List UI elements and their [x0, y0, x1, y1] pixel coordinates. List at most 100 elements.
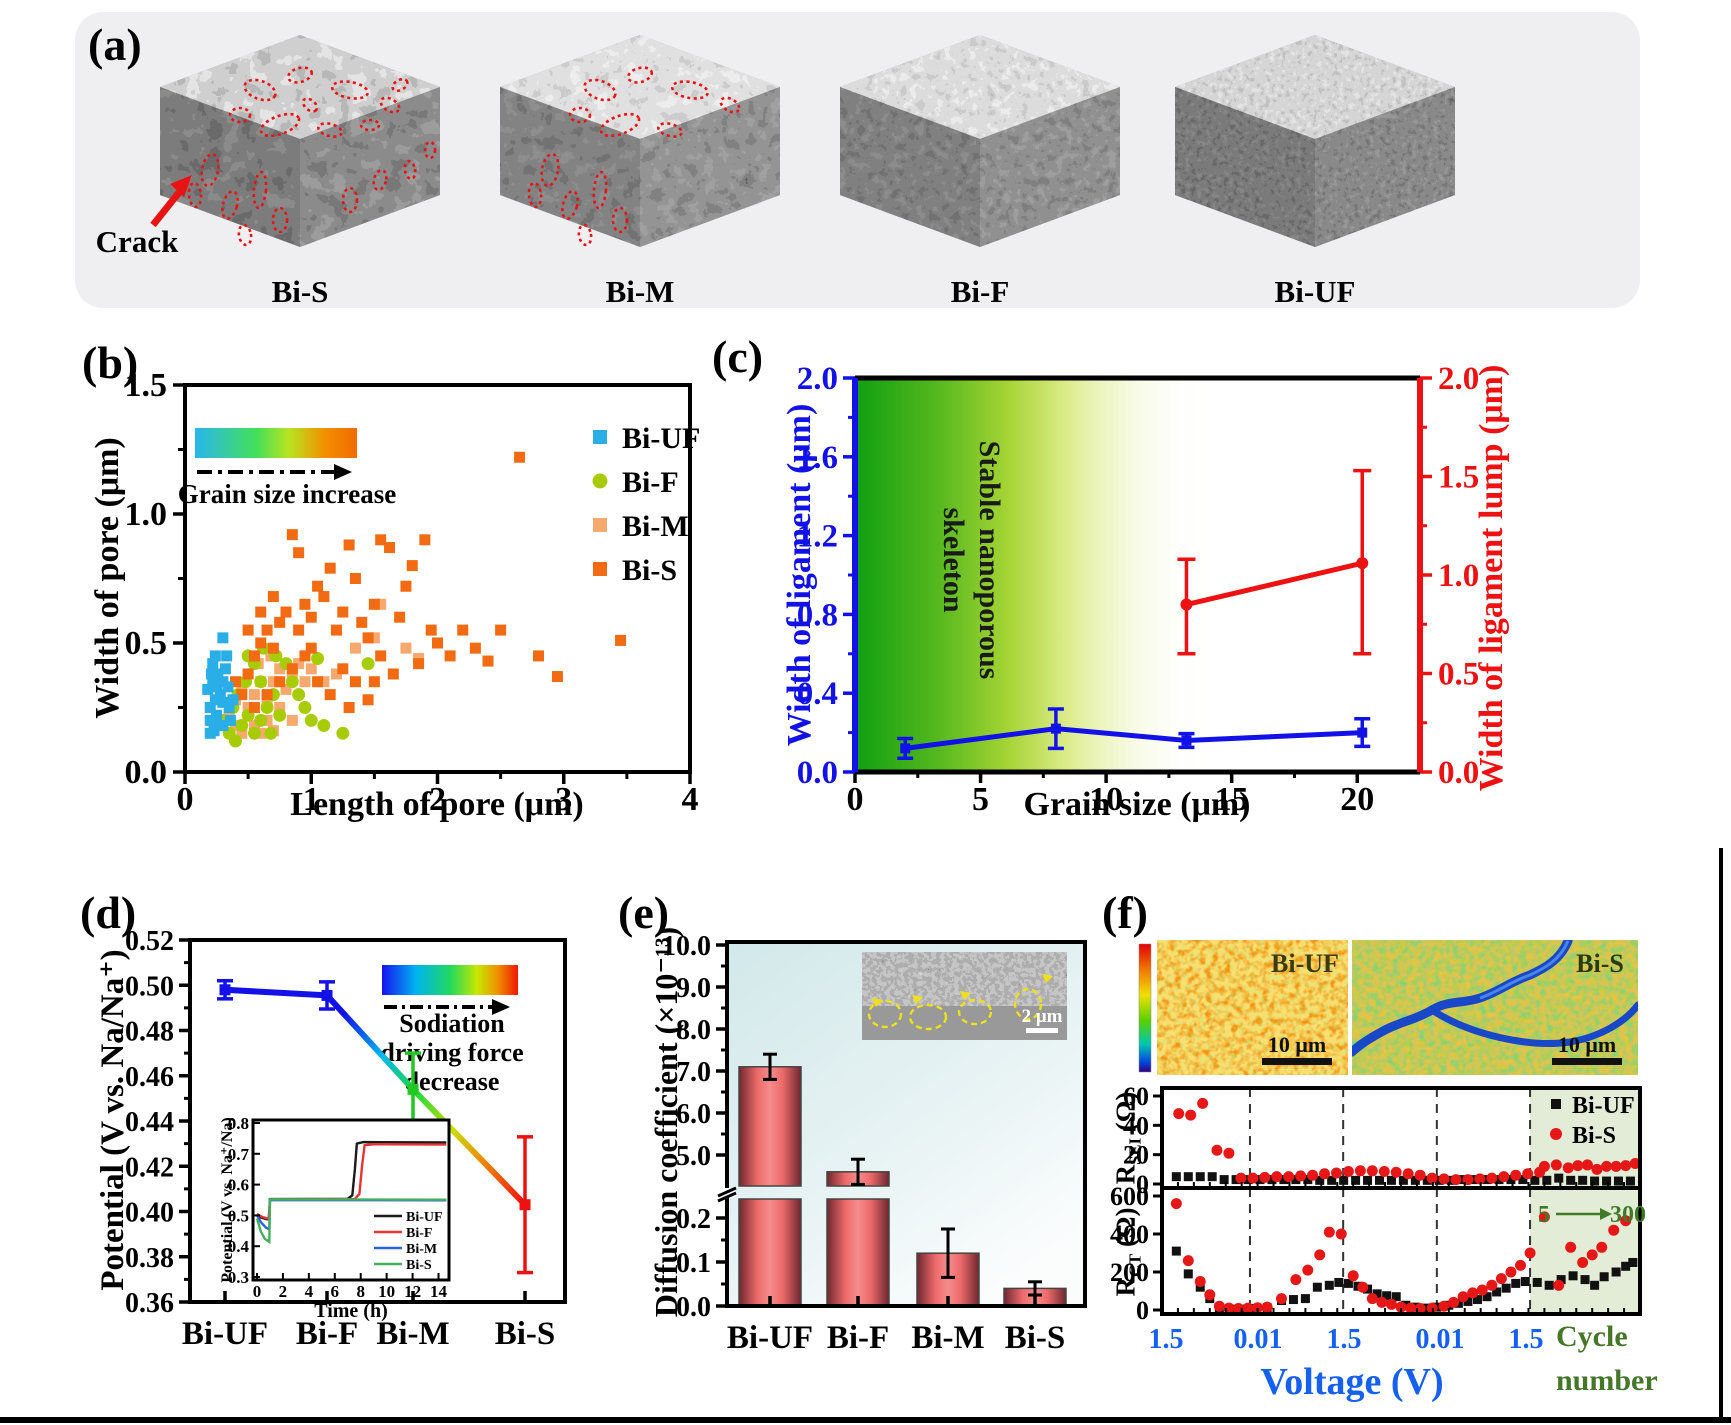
arrow-icon [960, 991, 971, 1000]
svg-text:0: 0 [847, 781, 864, 818]
crack-outline [540, 152, 560, 188]
panel-d-label: (d) [80, 887, 137, 938]
panel-e-ylabel: Diffusion coefficient (×10⁻¹³) [648, 926, 684, 1318]
svg-text:1: 1 [303, 781, 320, 818]
svg-text:Bi-M: Bi-M [622, 510, 689, 543]
crack-trace [1013, 987, 1043, 1021]
panel-a-label: (a) [88, 19, 142, 70]
rct-plot: 0 200 400 600 [1110, 1182, 1642, 1325]
svg-text:0.5: 0.5 [125, 625, 168, 662]
potential-line [224, 986, 528, 1207]
series-Bi-S [230, 451, 627, 713]
svg-text:0.3: 0.3 [228, 1268, 249, 1287]
svg-text:0: 0 [253, 1282, 262, 1301]
arrow-icon [1042, 974, 1053, 983]
svg-text:4: 4 [305, 1282, 314, 1301]
crack-annotation: Crack [96, 175, 192, 259]
crack-outline [221, 190, 239, 220]
crack-blue-branch [1428, 1001, 1638, 1047]
rsei-legend: Bi-UF Bi-S [1550, 1093, 1635, 1149]
svg-text:5: 5 [1538, 1202, 1550, 1228]
legend-item-Bi-S: Bi-S [593, 554, 677, 587]
svg-text:0.36: 0.36 [125, 1288, 174, 1319]
map-scalebar [1552, 1058, 1622, 1065]
svg-text:5: 5 [972, 781, 989, 818]
sem-inset: 2 μm [862, 952, 1067, 1040]
crack-outline [187, 181, 203, 209]
svg-text:3: 3 [555, 781, 572, 818]
inset-legend-item: Bi-F [406, 1226, 432, 1241]
panel-b-xlabel: Length of pore (μm) [290, 786, 584, 823]
colorbar [1138, 943, 1152, 1073]
inset-xlabel: Time (h) [314, 1300, 388, 1322]
crack-outline [626, 66, 654, 84]
crack-outline [403, 159, 417, 181]
voltage-tick-label: 1.5 [1149, 1324, 1184, 1355]
panel-c-ylabel-right: Width of ligament lump (μm) [1473, 364, 1510, 792]
sample-label: Bi-M [606, 274, 675, 309]
panel-f-number-label: number [1556, 1364, 1658, 1397]
svg-text:Bi-UF: Bi-UF [622, 422, 700, 455]
crack-outline [423, 140, 437, 160]
svg-text:0.0: 0.0 [125, 754, 168, 791]
svg-text:2.0: 2.0 [797, 361, 838, 397]
sodiation-caption: Sodiation [399, 1009, 505, 1038]
crack-arrow-icon [170, 175, 192, 197]
svg-text:0.1: 0.1 [676, 1248, 711, 1279]
arrow-icon [1600, 1208, 1612, 1220]
svg-text:0.40: 0.40 [125, 1198, 174, 1229]
panel-e-label: (e) [618, 887, 670, 938]
svg-text:0.4: 0.4 [228, 1237, 250, 1256]
svg-text:600: 600 [1110, 1182, 1149, 1211]
arrow-icon [912, 995, 923, 1004]
svg-text:2: 2 [279, 1282, 288, 1301]
page-border-right [1719, 848, 1723, 1423]
svg-text:300: 300 [1610, 1202, 1646, 1228]
svg-text:0.5: 0.5 [1438, 657, 1479, 693]
crack-trace [867, 999, 903, 1029]
arrow-icon [334, 464, 352, 480]
svg-text:1.0: 1.0 [125, 496, 168, 533]
sample-block-Bi-F [840, 35, 1120, 247]
panel-b-ylabel: Width of pore (μm) [89, 437, 126, 719]
svg-text:0: 0 [1136, 1296, 1149, 1325]
svg-text:4: 4 [682, 781, 699, 818]
sample-block-Bi-UF [1175, 35, 1455, 247]
map-scalebar-label: 10 μm [1268, 1032, 1326, 1057]
sample-label: Bi-UF [1275, 274, 1356, 309]
sample-block-Bi-S [160, 35, 440, 247]
cycle-annotation: 5 300 [1538, 1202, 1646, 1228]
arrow-icon [872, 998, 883, 1007]
panel-c-xlabel: Grain size (μm) [1023, 786, 1251, 823]
voltage-tick-label: 1.5 [1509, 1324, 1544, 1355]
svg-text:5.0: 5.0 [676, 1141, 711, 1172]
svg-text:400: 400 [1110, 1220, 1149, 1249]
crack-outline [611, 206, 629, 234]
svg-text:1.0: 1.0 [1438, 558, 1479, 594]
svg-text:6.0: 6.0 [676, 1099, 711, 1130]
panel-d-ylabel: Potential (V vs. Na/Na⁺) [95, 949, 131, 1291]
map-label: Bi-S [1576, 949, 1624, 978]
panel-f-rsei-ylabel: RSEI (Ω) [1110, 1091, 1145, 1185]
crack-outline [271, 206, 289, 234]
svg-text:0.42: 0.42 [125, 1152, 174, 1183]
crack-outline [301, 97, 319, 113]
panel-a-graphics: Bi-S Bi-M Bi-F Bi-UF Crack [96, 35, 1455, 309]
category-label: Bi-S [495, 1316, 556, 1352]
svg-text:0.0: 0.0 [676, 1292, 711, 1323]
svg-text:10: 10 [378, 1282, 395, 1301]
inset-line-Bi-F [256, 1143, 447, 1221]
svg-text:1.5: 1.5 [1438, 460, 1479, 496]
sodiation-caption: driving force [380, 1038, 523, 1067]
svg-text:0.2: 0.2 [676, 1204, 711, 1235]
crack-outline [577, 223, 593, 247]
svg-text:0: 0 [177, 781, 194, 818]
svg-text:0.8: 0.8 [797, 597, 838, 633]
crack-outline [252, 170, 268, 210]
legend-item-Bi-M: Bi-M [593, 510, 689, 543]
crack-outline [599, 112, 641, 138]
stable-region-gradient [858, 380, 1218, 770]
category-label: Bi-F [827, 1320, 889, 1356]
